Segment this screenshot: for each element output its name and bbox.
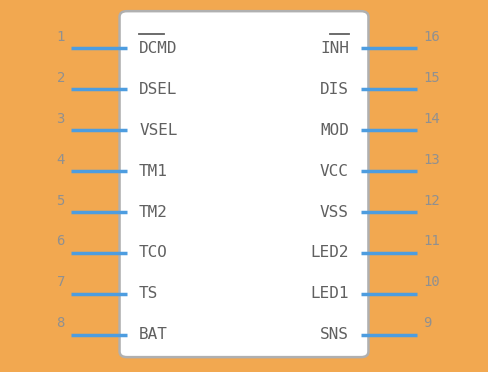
Text: VCC: VCC [320, 164, 349, 179]
Text: 8: 8 [57, 316, 65, 330]
Text: SNS: SNS [320, 327, 349, 342]
Text: TS: TS [139, 286, 158, 301]
Text: DCMD: DCMD [139, 41, 178, 56]
Text: 4: 4 [57, 153, 65, 167]
Text: 12: 12 [423, 193, 440, 208]
Text: 6: 6 [57, 234, 65, 248]
Text: LED2: LED2 [310, 246, 349, 260]
Text: 1: 1 [57, 30, 65, 44]
Text: 2: 2 [57, 71, 65, 85]
Text: TCO: TCO [139, 246, 168, 260]
Text: 5: 5 [57, 193, 65, 208]
Text: INH: INH [320, 41, 349, 56]
Text: 3: 3 [57, 112, 65, 126]
Text: 15: 15 [423, 71, 440, 85]
Text: VSEL: VSEL [139, 123, 178, 138]
Text: DIS: DIS [320, 82, 349, 97]
Text: 10: 10 [423, 275, 440, 289]
Text: 13: 13 [423, 153, 440, 167]
Text: 7: 7 [57, 275, 65, 289]
Text: MOD: MOD [320, 123, 349, 138]
Text: 16: 16 [423, 30, 440, 44]
Text: 14: 14 [423, 112, 440, 126]
Text: TM1: TM1 [139, 164, 168, 179]
Text: BAT: BAT [139, 327, 168, 342]
Text: VSS: VSS [320, 205, 349, 219]
Text: DSEL: DSEL [139, 82, 178, 97]
Text: LED1: LED1 [310, 286, 349, 301]
Text: 9: 9 [423, 316, 431, 330]
Text: TM2: TM2 [139, 205, 168, 219]
Text: 11: 11 [423, 234, 440, 248]
FancyBboxPatch shape [120, 11, 368, 357]
